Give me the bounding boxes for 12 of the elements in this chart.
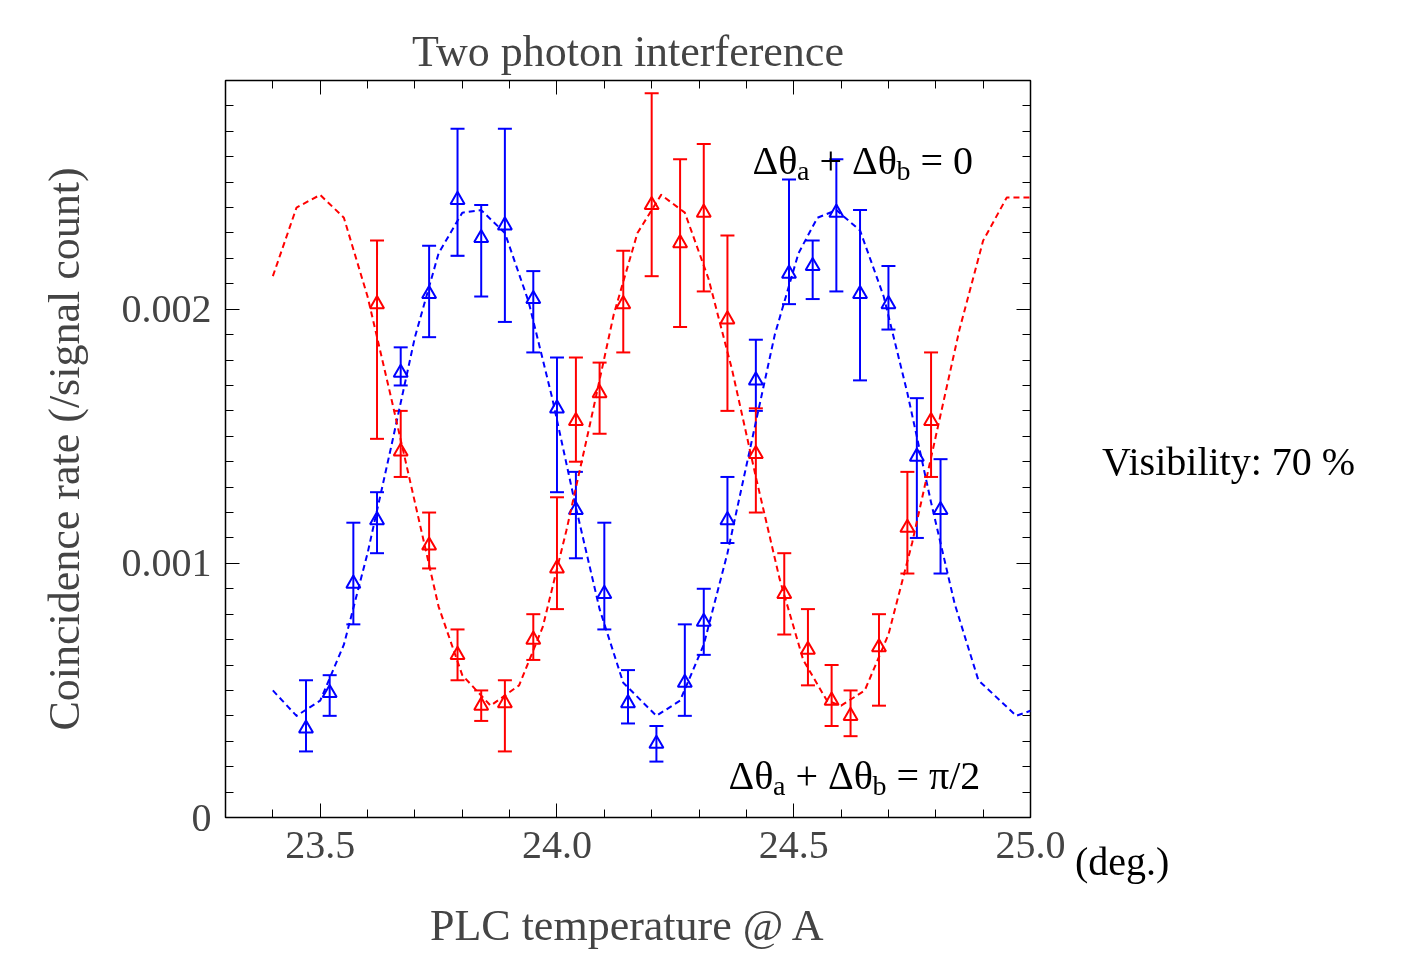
- x-tick-label: 23.5: [285, 821, 356, 867]
- text: Visibility: 70 %: [1102, 438, 1356, 486]
- y-axis-title: Coincidence rate (/signal count): [39, 167, 89, 731]
- x-tick-label: 25.0: [995, 821, 1066, 867]
- x-tick-label: 24.0: [521, 821, 592, 867]
- text: (deg.): [1075, 838, 1170, 886]
- chart-title: Two photon interference: [412, 26, 844, 76]
- y-tick-label: 0.001: [121, 540, 212, 586]
- x-axis-title: PLC temperature @ A: [429, 900, 824, 950]
- x-tick-label: 24.5: [758, 821, 829, 867]
- y-tick-label: 0.002: [121, 286, 212, 332]
- y-tick-label: 0: [191, 794, 212, 840]
